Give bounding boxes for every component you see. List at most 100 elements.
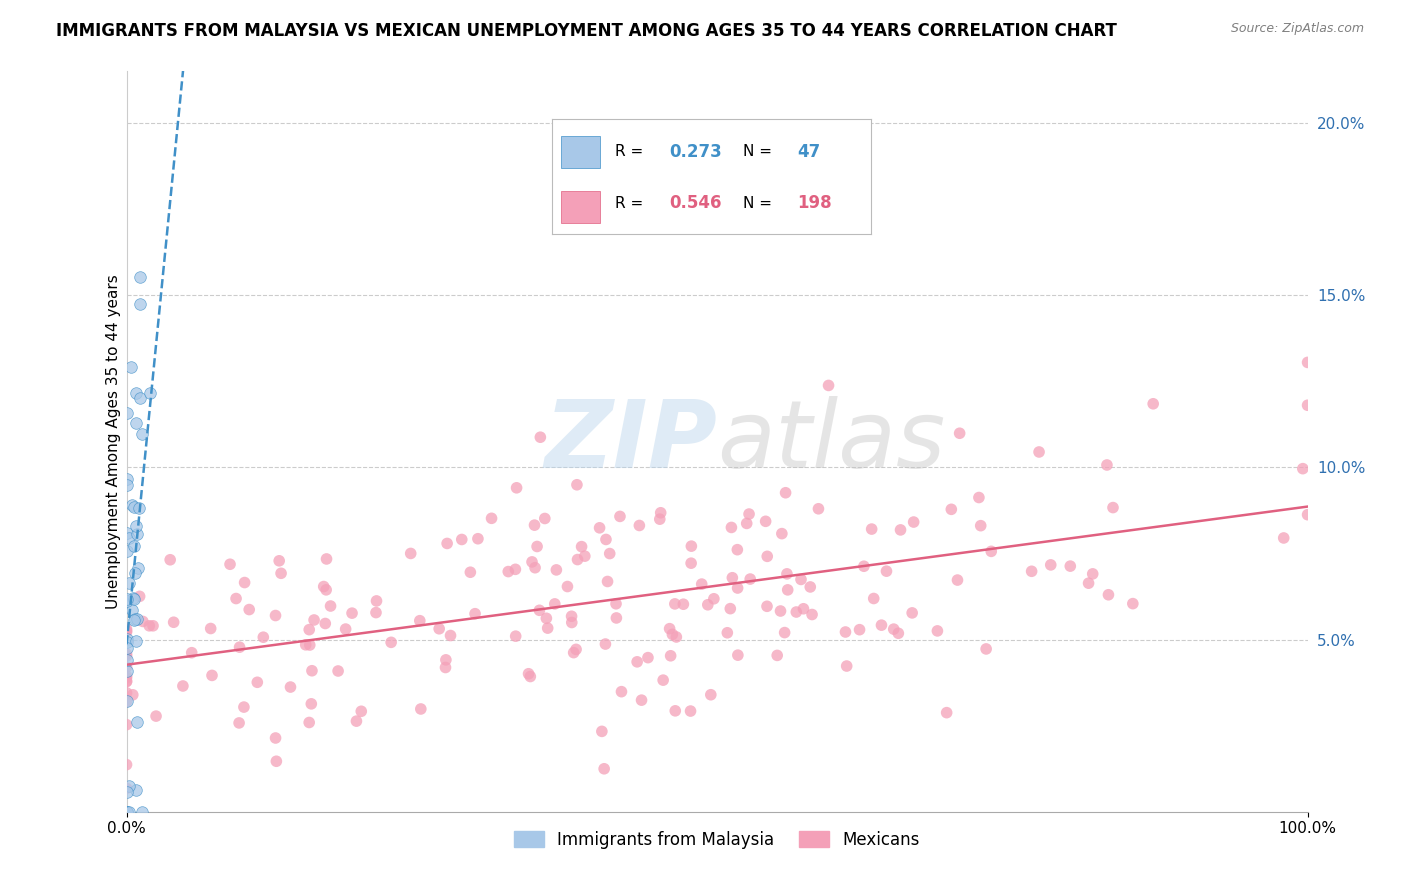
Point [118,575,141,590]
Point [766,648,789,663]
Point [591,724,613,739]
Point [876,564,898,578]
Text: ZIP: ZIP [544,395,717,488]
Point [346,714,368,728]
Point [738,507,761,521]
Point [887,626,910,640]
Point [799,580,821,594]
Point [124,612,146,626]
Point [299,697,322,711]
Point [115,478,138,492]
Point [775,485,797,500]
Point [727,581,749,595]
Point [122,591,145,606]
Point [115,544,138,558]
Point [118,805,141,819]
Point [125,714,148,729]
Point [681,556,703,570]
Point [567,552,589,566]
Point [1102,500,1125,515]
Point [238,602,260,616]
Point [596,574,619,589]
Point [517,666,540,681]
Point [118,779,141,793]
Point [298,623,321,637]
Point [125,782,148,797]
Point [129,391,152,405]
Point [439,628,461,642]
Point [571,540,593,554]
Point [533,511,555,525]
Point [696,598,718,612]
Point [294,638,316,652]
Point [725,542,748,557]
Point [574,549,596,563]
Point [335,622,357,636]
Point [115,805,138,819]
Point [232,700,254,714]
Point [125,385,148,400]
Point [735,516,758,531]
Point [664,704,686,718]
Point [718,601,741,615]
Point [974,642,997,657]
Point [1095,458,1118,472]
Point [1296,508,1319,522]
Point [755,514,778,528]
Point [124,634,146,648]
Point [124,592,146,607]
Point [315,552,337,566]
Point [115,526,138,541]
Point [200,622,222,636]
Point [672,597,695,611]
Legend: Immigrants from Malaysia, Mexicans: Immigrants from Malaysia, Mexicans [508,824,927,855]
Point [1097,588,1119,602]
Point [599,547,621,561]
Point [434,660,457,674]
Point [163,615,186,630]
Point [1081,566,1104,581]
Point [115,653,138,667]
Point [172,679,194,693]
Point [464,607,486,621]
Point [561,615,583,630]
Point [125,518,148,533]
Point [399,546,422,560]
Point [562,646,585,660]
Point [609,509,631,524]
Point [115,805,138,819]
Point [121,498,143,512]
Point [1292,461,1315,475]
Point [664,597,686,611]
Point [834,625,856,640]
Point [270,566,292,581]
Point [776,566,799,581]
Point [312,580,335,594]
Point [115,717,138,731]
Point [792,601,814,615]
Point [481,511,503,525]
Point [524,560,547,574]
Point [1122,597,1144,611]
Point [121,602,143,616]
Point [505,629,527,643]
Point [121,688,143,702]
Point [807,501,830,516]
Point [115,472,138,486]
Point [935,706,957,720]
Point [557,580,579,594]
Point [721,571,744,585]
Point [817,378,839,392]
Point [159,553,181,567]
Point [770,526,793,541]
Point [326,664,349,678]
Point [889,523,911,537]
Point [115,641,138,656]
Point [835,659,858,673]
Point [1021,564,1043,578]
Text: Source: ZipAtlas.com: Source: ZipAtlas.com [1230,22,1364,36]
Point [115,593,138,607]
Point [115,634,138,648]
Point [720,520,742,534]
Point [264,731,287,745]
